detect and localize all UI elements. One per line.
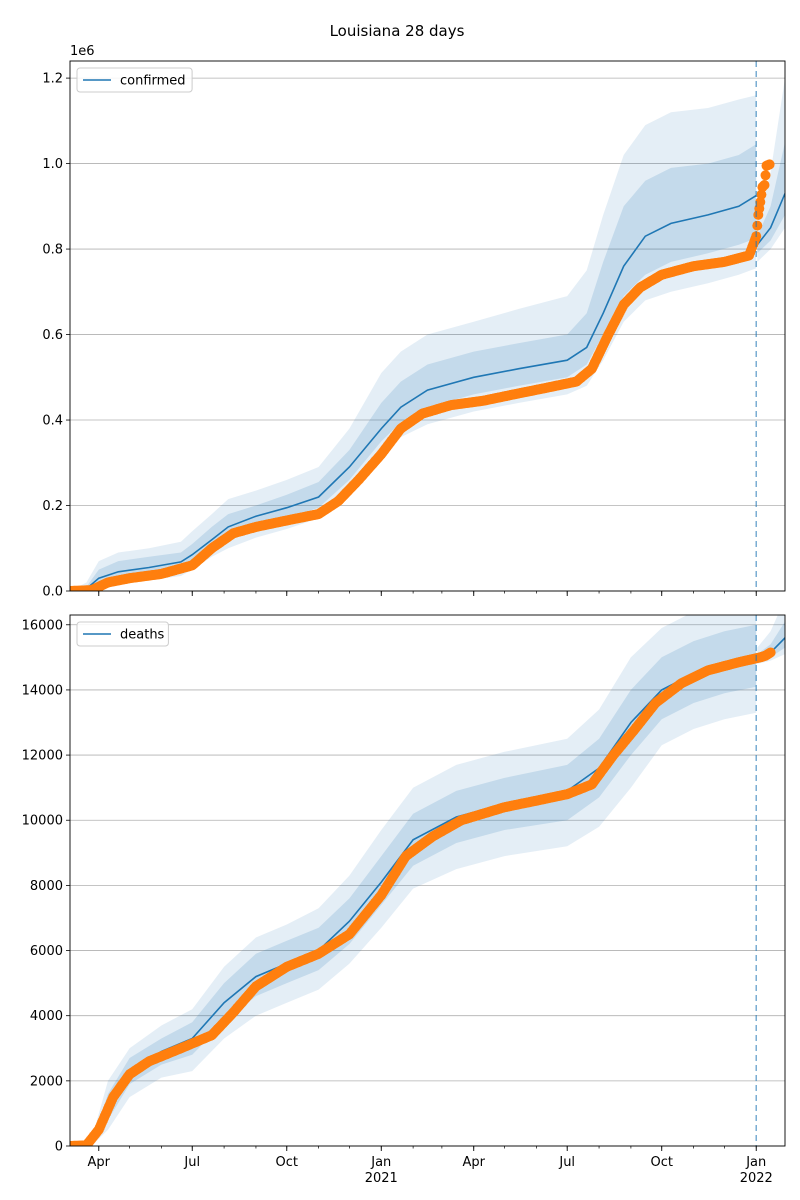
x-tick-year-label: 2022 (740, 1171, 773, 1186)
model-line (70, 194, 757, 591)
y-tick-label: 4000 (30, 1009, 63, 1024)
observed-point (765, 647, 776, 658)
x-tick-label: Apr (462, 1155, 485, 1170)
uncertainty-band (757, 78, 785, 262)
legend-box (76, 67, 193, 93)
x-tick-label: Apr (88, 1155, 111, 1170)
legend: deaths (76, 621, 169, 647)
y-tick-label: 0.4 (42, 414, 63, 429)
deaths-panel: 0 2000 4000 6000 8000 10000 12000 14000 16000 Apr… (22, 614, 786, 1186)
x-tick-label: Oct (650, 1155, 672, 1170)
uncertainty-band (70, 144, 757, 591)
y-tick-label: 0.0 (42, 585, 63, 600)
x-tick-label: Jul (183, 1155, 200, 1170)
legend-label: confirmed (120, 74, 186, 89)
x-tick-label: Jan (745, 1155, 766, 1170)
x-tick-label: Jan (370, 1155, 391, 1170)
confirmed-panel: 0.0 0.2 0.4 0.6 0.8 1.0 1.2 1e6 confirmed (42, 44, 786, 600)
legend-label: deaths (120, 628, 165, 643)
model-line (756, 193, 785, 246)
observed-point (755, 197, 766, 207)
y-tick-label: 1.0 (42, 157, 63, 172)
y-tick-label: 10000 (22, 814, 63, 829)
observed-point (756, 189, 767, 200)
x-tick-label: Jul (558, 1155, 575, 1170)
legend: confirmed (76, 67, 193, 93)
uncertainty-band (70, 624, 757, 1146)
observed-point (760, 170, 771, 181)
y-tick-label: 14000 (22, 683, 63, 698)
figure-title: Louisiana 28 days (330, 22, 465, 40)
axes-frame (69, 60, 786, 592)
y-tick-label: 8000 (30, 879, 63, 894)
uncertainty-band (70, 615, 757, 1146)
uncertainty-band (757, 142, 785, 254)
y-tick-label: 16000 (22, 618, 63, 633)
y-tick-label: 2000 (30, 1074, 63, 1089)
x-tick-year-label: 2021 (365, 1171, 398, 1186)
y-tick-label: 1.2 (42, 72, 63, 87)
legend-box (76, 621, 169, 647)
observed-point (752, 220, 763, 231)
y-tick-label: 12000 (22, 749, 63, 764)
observed-point (764, 159, 775, 170)
y-tick-label: 0.8 (42, 243, 63, 258)
axes-frame (69, 614, 786, 1147)
y-tick-label: 0 (55, 1140, 63, 1155)
y-tick-label: 0.2 (42, 499, 63, 514)
observed-point (759, 180, 770, 190)
y-tick-label: 6000 (30, 944, 63, 959)
y-tick-label: 0.6 (42, 328, 63, 343)
uncertainty-band (70, 95, 757, 591)
x-tick-label: Oct (276, 1155, 298, 1170)
y-offset-label: 1e6 (70, 44, 95, 59)
